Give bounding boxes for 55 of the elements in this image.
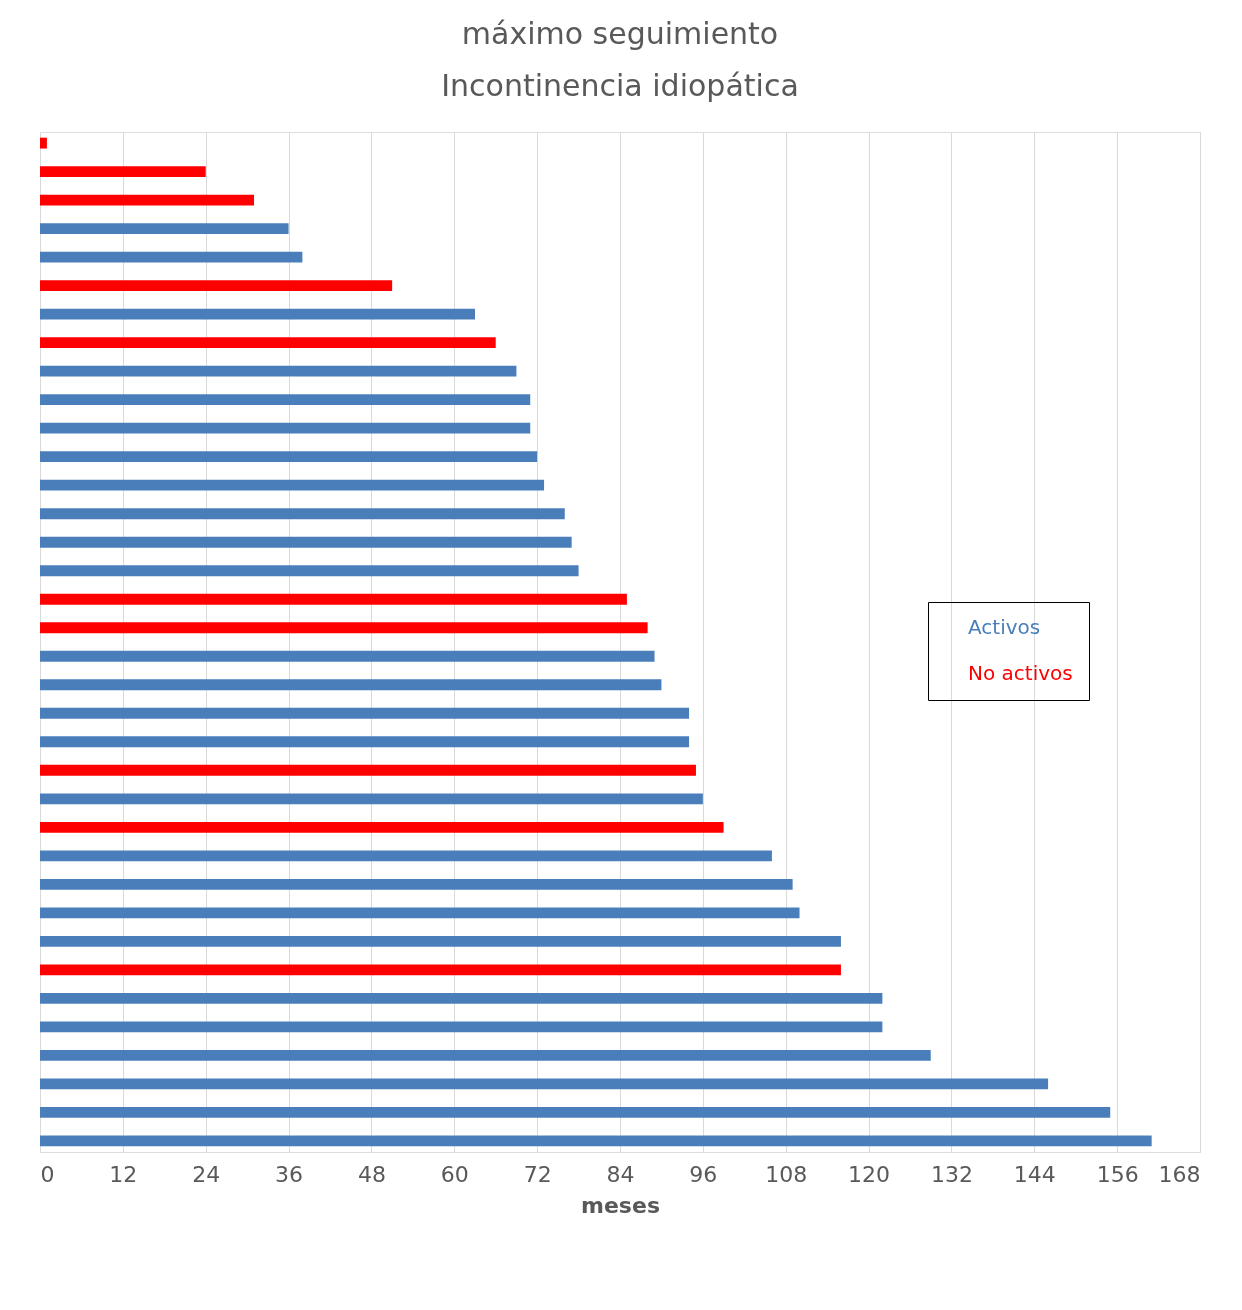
bar [40, 992, 883, 1004]
bar [40, 194, 255, 206]
x-tick-label: 72 [523, 1161, 552, 1187]
bar [40, 422, 531, 434]
bar [40, 764, 696, 776]
x-axis-title: meses [581, 1192, 660, 1218]
bar [40, 878, 793, 890]
x-tick-label: 0 [40, 1161, 55, 1187]
bar [40, 1021, 883, 1033]
bar [40, 850, 772, 862]
bar [40, 1135, 1152, 1147]
bar [40, 137, 47, 149]
bar [40, 451, 538, 463]
bar [40, 1049, 931, 1061]
x-tick-label: 144 [1013, 1161, 1056, 1187]
bar [40, 707, 690, 719]
x-tick-label: 24 [192, 1161, 221, 1187]
x-tick-label: 156 [1096, 1161, 1139, 1187]
x-tick-label: 168 [1158, 1161, 1201, 1187]
bar [40, 365, 517, 377]
bar [40, 935, 841, 947]
bar [40, 223, 289, 235]
bar [40, 479, 545, 491]
chart-title: máximo seguimiento Incontinencia idiopática [441, 16, 799, 103]
bar [40, 964, 841, 976]
x-tick-label: 120 [848, 1161, 891, 1187]
bar [40, 565, 579, 577]
bar [40, 821, 724, 833]
x-tick-label: 132 [930, 1161, 973, 1187]
bar [40, 251, 303, 263]
bar [40, 650, 655, 662]
bar [40, 394, 531, 406]
bar [40, 679, 662, 691]
x-tick-label: 108 [765, 1161, 808, 1187]
bar [40, 907, 800, 919]
text: Activos [968, 615, 1041, 639]
text: No activos [968, 661, 1073, 685]
bar [40, 280, 393, 292]
bar [40, 793, 703, 805]
x-tick-label: 36 [275, 1161, 304, 1187]
x-tick-label: 12 [109, 1161, 138, 1187]
bar [40, 736, 690, 748]
bar [40, 1078, 1049, 1090]
x-tick-label: 96 [689, 1161, 718, 1187]
bar [40, 337, 496, 349]
x-tick-label: 60 [440, 1161, 469, 1187]
bar [40, 1106, 1111, 1118]
bar [40, 536, 572, 548]
bar [40, 308, 475, 320]
bar [40, 593, 627, 605]
bar [40, 622, 648, 634]
x-tick-label: 84 [606, 1161, 635, 1187]
x-tick-label: 48 [357, 1161, 386, 1187]
bar [40, 166, 206, 178]
bar [40, 508, 565, 520]
